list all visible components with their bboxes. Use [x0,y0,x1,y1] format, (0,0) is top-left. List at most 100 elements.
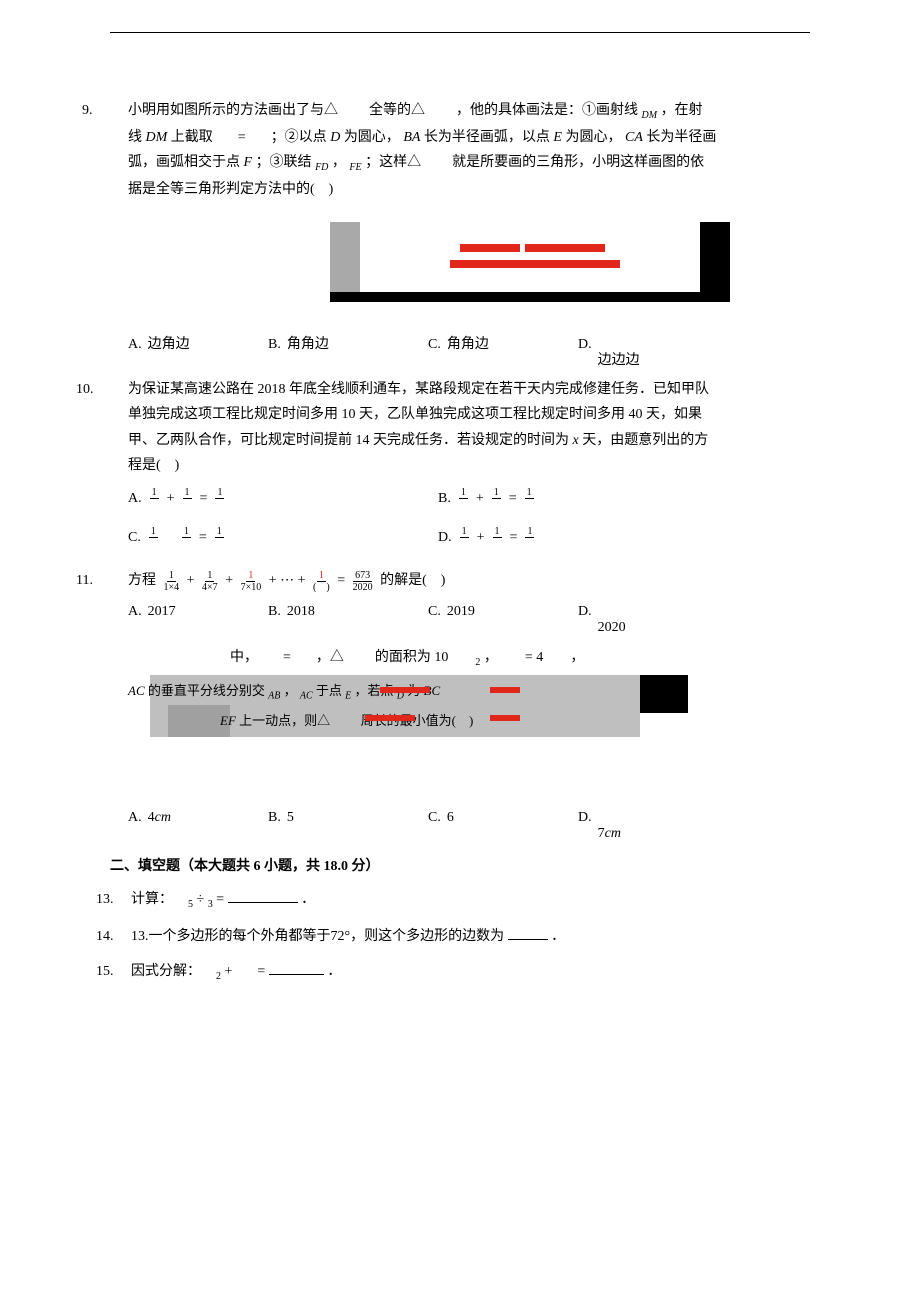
q9-red-2 [525,244,605,252]
q12-l3a: 上一动点，则△ [239,713,330,728]
q10-c-l: C. [128,530,141,545]
q11-dots: + ⋯ + [269,573,306,588]
question-11: 11. 方程 11×4 + 14×7 + 17×10 + ⋯ + 1( ) = … [110,568,810,593]
q10-a-f3: 1 [213,487,227,510]
q12-l2c: 于点 [316,683,345,698]
q12-ac2: AC [300,690,313,701]
question-15: 15. 因式分解： 2 + = ． [110,959,810,986]
q11-opt-d: D. 2020 [578,599,626,640]
q12-tc: 的面积为 10 [375,650,449,665]
q11-options: A.2017 B.2018 C.2019 D. 2020 [110,599,810,640]
q9-a-t: 边角边 [148,332,190,357]
q12-opt-b: B.5 [268,805,428,846]
q12-top: 中， = ，△ 的面积为 10 2 ， = 4 ， [230,645,584,672]
question-10: 10. 为保证某高速公路在 2018 年底全线顺利通车，某路段规定在若干天内完成… [110,377,810,478]
q9-fd: FD [315,162,328,173]
q10-opt-d: D. 1 + 1 = 1 [438,525,539,550]
q12-d-u: cm [605,826,621,841]
q9-t4: ，在射 [661,103,703,118]
q9-opt-a: A.边角边 [128,332,268,373]
q10-d-f3: 1 [523,526,537,549]
q12-ta: 中， [230,650,258,665]
q10-opt-b: B. 1 + 1 = 1 [438,486,538,511]
q13-tail: ． [301,892,315,907]
q9-fe: FE [349,162,361,173]
q9-red-3 [450,260,620,268]
q14-text: 13.一个多边形的每个外角都等于72°，则这个多边形的边数为 [131,929,504,944]
q13-eq: = [216,892,227,907]
q10-a-f1: 1 [147,487,161,510]
q10-options: A. 1 + 1 = 1 B. 1 + 1 = 1 C. 1 [110,486,810,550]
q10-x: x [573,433,579,448]
q12-opt-d: D. 7cm [578,805,621,846]
q9-d-stack: 边边边 [598,334,640,373]
q9-t12: 弧，画弧相交于点 [128,155,244,170]
q15-plus: + [225,964,236,979]
q11-number: 11. [76,568,93,593]
q9-t11: 长为半径画 [646,130,716,145]
q9-t1: 小明用如图所示的方法画出了与△ [128,103,338,118]
q10-number: 10. [76,377,94,402]
q10-opt-c: C. 1 1 = 1 [128,525,438,550]
q9-t5: 线 [128,130,146,145]
q12-red-2 [490,687,520,693]
question-9: 9. 小明用如图所示的方法画出了与△ 全等的△ ，他的具体画法是：①画射线 DM… [110,98,810,202]
q11-b-t: 2018 [287,599,315,624]
q9-t10: 为圆心， [565,130,621,145]
q9-t6: 上截取 [171,130,213,145]
q10-b-f2: 1 [489,487,503,510]
q10-opt-a: A. 1 + 1 = 1 [128,486,438,511]
q9-t8: 为圆心， [344,130,400,145]
q12-b-v: 5 [287,805,294,830]
q12-red-3 [365,715,415,721]
q9-t7: ；②以点 [271,130,331,145]
q9-fig-black [700,222,730,292]
q11-f2: 14×7 [200,570,220,593]
page-content: 9. 小明用如图所示的方法画出了与△ 全等的△ ，他的具体画法是：①画射线 DM… [110,30,810,990]
q12-eq2: = 4 [525,650,543,665]
q9-b-l: B. [268,332,281,357]
q12-ac: AC [128,683,145,698]
q15-a: 因式分解： [131,964,201,979]
q13-ea: 5 [188,899,193,910]
q13-blank [228,889,298,903]
q12-sub2: 2 [475,656,480,667]
q12-black-r [640,675,688,713]
q10-b-eq: = [509,491,520,506]
q9-body: 小明用如图所示的方法画出了与△ 全等的△ ，他的具体画法是：①画射线 DM ，在… [110,98,810,202]
q10-l3: 程是( ) [128,458,179,473]
q12-opt-c: C.6 [428,805,578,846]
q15-eq: = [257,964,268,979]
q12-a-u: cm [155,805,171,830]
q11-f3: 17×10 [239,570,264,593]
q10-b-p1: + [476,491,487,506]
q11-f5: 6732020 [351,570,375,593]
q9-t15: 就是所要画的三角形，小明这样画图的依 [452,155,704,170]
q15-blank [269,961,324,975]
q10-l2b: 甲、乙两队合作，可比规定时间提前 14 天完成任务．若设规定的时间为 [128,433,573,448]
question-12: 中， = ，△ 的面积为 10 2 ， = 4 ， AC 的垂直平分线分别交 A… [110,645,810,765]
q11-d-t: 2020 [598,615,626,640]
q10-a-f2: 1 [180,487,194,510]
q12-opt-a: A.4cm [128,805,268,846]
q9-opt-d: D. 边边边 [578,332,640,373]
q10-l1: 为保证某高速公路在 2018 年底全线顺利通车，某路段规定在若干天内完成修建任务… [128,382,709,397]
q12-ab: AB [268,690,280,701]
q9-eq: = [238,130,246,145]
q13-div: ÷ [197,892,208,907]
question-13: 13. 计算： 5 ÷ 3 = ． [110,887,810,914]
q10-c-eq: = [199,530,210,545]
q10-d-l: D. [438,530,452,545]
q10-c-f2: 1 [179,526,193,549]
q11-opt-b: B.2018 [268,599,428,640]
q12-l2b: ， [284,683,297,698]
q9-a-l: A. [128,332,142,357]
q10-d-p1: + [477,530,488,545]
q14-tail: ． [551,929,565,944]
q11-f4: 1( ) [311,570,332,593]
q11-a-t: 2017 [148,599,176,624]
q12-eq: = [283,650,291,665]
q9-F: F [244,155,253,170]
q10-d-eq: = [510,530,521,545]
q9-t13: ；③联结 [256,155,316,170]
